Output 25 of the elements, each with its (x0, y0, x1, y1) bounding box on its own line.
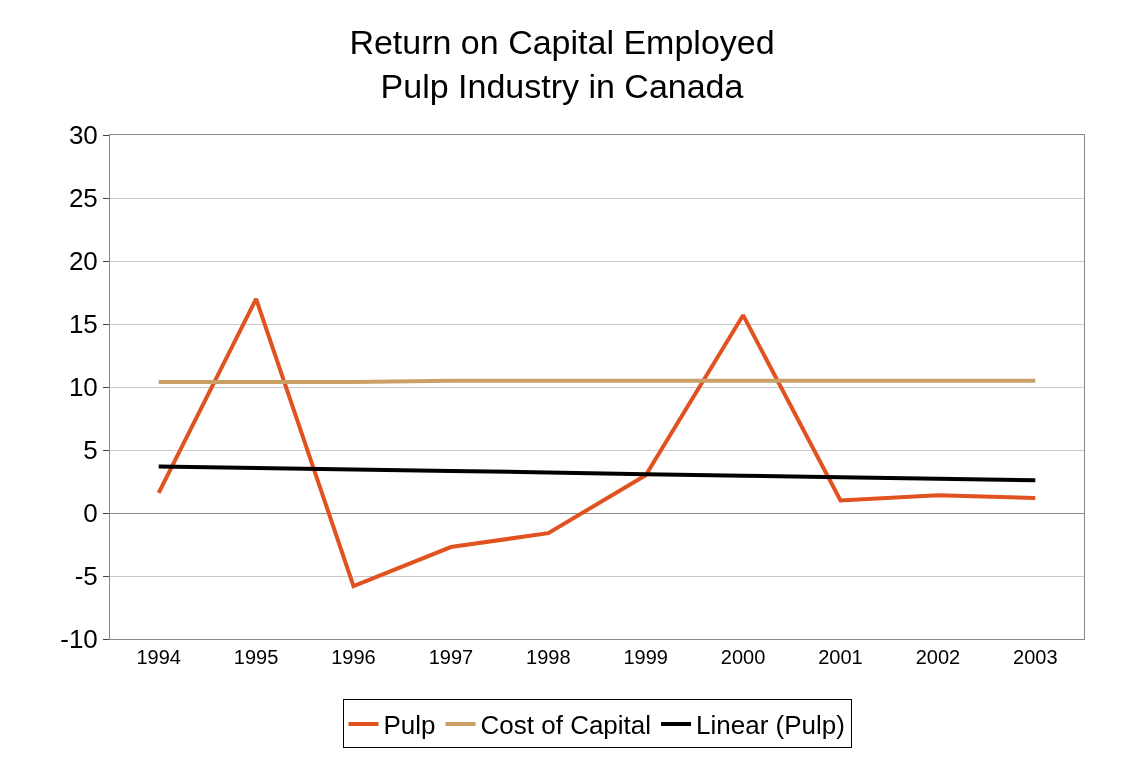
x-tick-label: 2000 (720, 646, 766, 668)
chart-title: Return on Capital Employed Pulp Industry in Canada (349, 22, 775, 106)
legend-label: Pulp (383, 710, 436, 741)
y-tick-label: 10 (68, 372, 98, 403)
x-tick-label: 1997 (428, 646, 474, 668)
line-series (156, 464, 1038, 483)
y-tick-label: 5 (83, 435, 98, 466)
x-tick-label: 2001 (818, 646, 863, 668)
x-tick-label: 1998 (526, 646, 571, 668)
line-series (156, 296, 1038, 589)
x-tick-label: 1996 (331, 646, 376, 668)
y-tick-label: 20 (68, 246, 98, 277)
y-tick-label: 30 (68, 120, 98, 151)
legend-label: Linear (Pulp) (696, 710, 845, 741)
x-tick-label: 1995 (233, 646, 279, 668)
legend-label: Cost of Capital (480, 710, 652, 741)
x-tick-label: 1999 (623, 646, 668, 668)
y-tick-label: 15 (68, 309, 98, 340)
y-tick-label: 0 (83, 498, 98, 529)
x-tick-label: 2002 (915, 646, 961, 668)
y-tick-label: -5 (74, 561, 98, 592)
x-tick-label: 1994 (136, 646, 181, 668)
x-tick-label: 2003 (1013, 646, 1058, 668)
y-tick-label: -10 (60, 624, 98, 655)
y-tick-label: 25 (68, 183, 98, 214)
